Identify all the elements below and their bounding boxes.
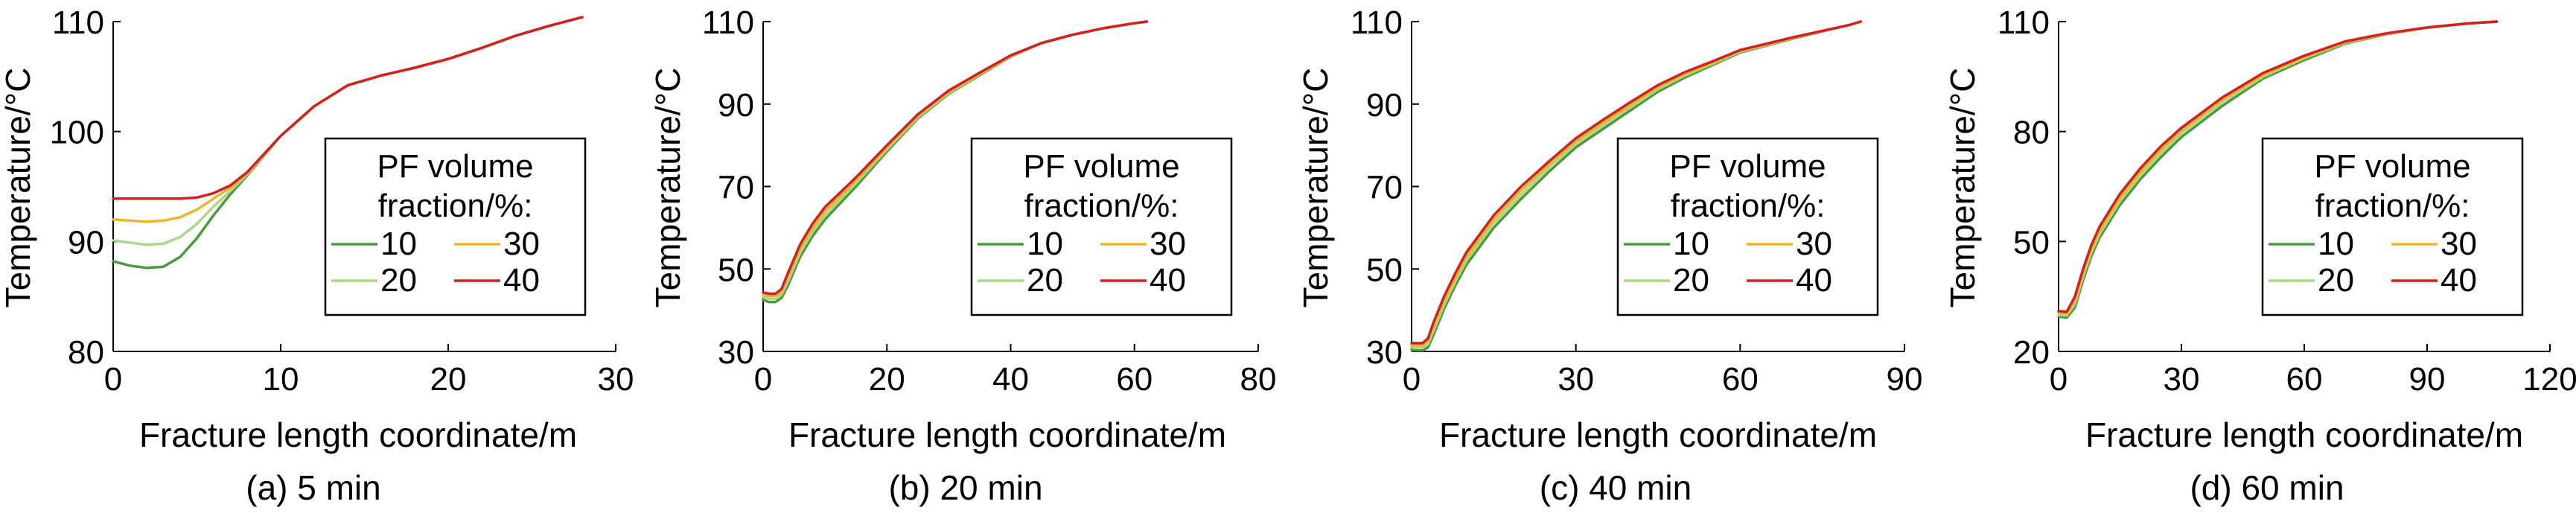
x-tick-label-d: 120 bbox=[2522, 361, 2576, 398]
legend-title-c: PF volume bbox=[1669, 148, 1826, 185]
legend-label-40-c: 40 bbox=[1796, 262, 1832, 299]
x-tick-label-b: 0 bbox=[754, 361, 772, 398]
y-tick-label-b: 30 bbox=[718, 334, 754, 371]
panel-d: 20 50 80 110 0 30 60 90 120 PF volumefraction/%:1… bbox=[1943, 4, 2576, 507]
legend-box-b bbox=[970, 137, 1233, 316]
plot-area-d: 20 50 80 110 0 30 60 90 120 PF volumefraction/%:1… bbox=[1998, 4, 2576, 398]
y-tick-label-c: 30 bbox=[1366, 334, 1403, 371]
y-tick-label-b: 50 bbox=[718, 252, 754, 288]
legend-label-10-b: 10 bbox=[1027, 226, 1063, 262]
x-tick-label-d: 30 bbox=[2164, 361, 2200, 398]
y-tick-label-a: 100 bbox=[50, 115, 104, 151]
legend-title-a: PF volume bbox=[377, 148, 533, 185]
y-tick-label-b: 110 bbox=[702, 4, 754, 41]
y-tick-label-d: 110 bbox=[1998, 4, 2050, 41]
y-tick-label-a: 80 bbox=[68, 334, 104, 371]
x-tick-label-c: 0 bbox=[1403, 361, 1421, 398]
y-tick-label-d: 80 bbox=[2013, 115, 2050, 151]
x-axis-label-b: Fracture length coordinate/m bbox=[788, 415, 1226, 454]
plot-area-b: 30 50 70 90 110 0 20 40 60 80 PF volumefraction/%:… bbox=[702, 4, 1277, 398]
legend-label-20-c: 20 bbox=[1673, 262, 1709, 299]
caption-b: (b) 20 min bbox=[888, 468, 1042, 507]
x-tick-label-b: 80 bbox=[1240, 361, 1277, 398]
y-axis-label-a: Temperature/°C bbox=[0, 68, 37, 308]
legend-label-20-b: 20 bbox=[1027, 262, 1063, 299]
legend-label-40-d: 40 bbox=[2440, 262, 2477, 299]
y-tick-label-c: 90 bbox=[1366, 87, 1403, 124]
x-tick-label-d: 60 bbox=[2286, 361, 2323, 398]
legend-subtitle-b: fraction/%: bbox=[1024, 188, 1179, 224]
y-tick-label-c: 50 bbox=[1366, 252, 1403, 288]
legend-box-d bbox=[2261, 137, 2524, 316]
series-line-40-d bbox=[2057, 20, 2499, 313]
legend-label-10-c: 10 bbox=[1673, 226, 1709, 262]
x-tick-label-a: 10 bbox=[263, 361, 299, 398]
legend-label-20-a: 20 bbox=[380, 262, 417, 299]
legend-title-b: PF volume bbox=[1023, 148, 1179, 185]
legend-subtitle-d: fraction/%: bbox=[2315, 188, 2470, 224]
y-tick-label-d: 20 bbox=[2013, 334, 2050, 371]
x-tick-label-b: 40 bbox=[992, 361, 1029, 398]
x-tick-label-d: 0 bbox=[2050, 361, 2068, 398]
legend-label-40-b: 40 bbox=[1150, 262, 1186, 299]
legend-title-d: PF volume bbox=[2314, 148, 2470, 185]
y-tick-label-b: 70 bbox=[718, 170, 754, 206]
x-tick-label-a: 0 bbox=[104, 361, 122, 398]
caption-a: (a) 5 min bbox=[246, 468, 380, 507]
legend-subtitle-a: fraction/%: bbox=[378, 188, 533, 224]
y-axis-label-c: Temperature/°C bbox=[1296, 68, 1335, 308]
legend-label-10-a: 10 bbox=[380, 226, 417, 262]
x-tick-label-c: 90 bbox=[1887, 361, 1923, 398]
x-tick-label-c: 60 bbox=[1722, 361, 1759, 398]
y-tick-label-c: 110 bbox=[1351, 4, 1403, 41]
legend-box-c bbox=[1616, 137, 1879, 316]
y-tick-label-b: 90 bbox=[718, 87, 754, 124]
legend-label-30-d: 30 bbox=[2440, 226, 2477, 262]
x-tick-label-d: 90 bbox=[2409, 361, 2446, 398]
legend-label-30-b: 30 bbox=[1150, 226, 1186, 262]
legend-label-40-a: 40 bbox=[503, 262, 540, 299]
x-tick-label-b: 60 bbox=[1116, 361, 1152, 398]
series-line-40-a bbox=[112, 16, 584, 200]
legend-box-a bbox=[324, 137, 587, 316]
x-axis-label-c: Fracture length coordinate/m bbox=[1439, 415, 1877, 454]
x-axis-label-a: Fracture length coordinate/m bbox=[139, 415, 577, 454]
caption-d: (d) 60 min bbox=[2190, 468, 2344, 507]
caption-c: (c) 40 min bbox=[1540, 468, 1692, 507]
x-tick-label-a: 30 bbox=[598, 361, 634, 398]
series-line-40-c bbox=[1410, 20, 1862, 345]
y-tick-label-d: 50 bbox=[2013, 224, 2050, 261]
legend-label-30-a: 30 bbox=[503, 226, 540, 262]
legend-subtitle-c: fraction/%: bbox=[1671, 188, 1826, 224]
series-line-40-b bbox=[762, 20, 1149, 296]
y-tick-label-a: 90 bbox=[68, 224, 104, 261]
y-axis-label-b: Temperature/°C bbox=[648, 68, 687, 308]
legend-label-30-c: 30 bbox=[1796, 226, 1832, 262]
y-tick-label-c: 70 bbox=[1366, 170, 1403, 206]
y-axis-label-d: Temperature/°C bbox=[1943, 68, 1982, 308]
legend-label-20-d: 20 bbox=[2318, 262, 2354, 299]
x-tick-label-b: 20 bbox=[869, 361, 905, 398]
legend-label-10-d: 10 bbox=[2318, 226, 2354, 262]
x-tick-label-c: 30 bbox=[1558, 361, 1594, 398]
panel-b: 30 50 70 90 110 0 20 40 60 80 PF volumefraction/%:… bbox=[648, 4, 1276, 507]
y-tick-label-a: 110 bbox=[52, 4, 104, 41]
x-tick-label-a: 20 bbox=[430, 361, 467, 398]
x-axis-label-d: Fracture length coordinate/m bbox=[2085, 415, 2523, 454]
